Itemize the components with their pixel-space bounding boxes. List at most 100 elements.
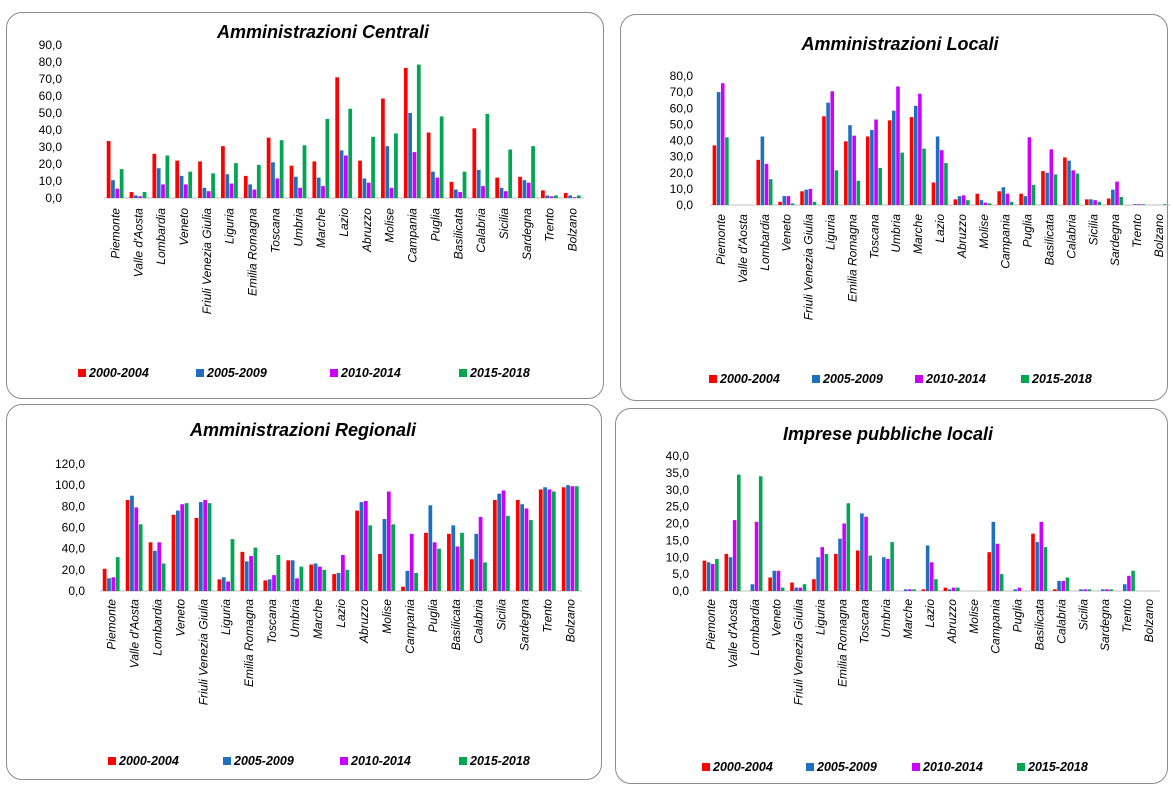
legend-label-regionali: 2000-2004 xyxy=(118,754,179,768)
bar-imprese-2000-2004 xyxy=(812,579,816,591)
bar-imprese-2010-2014 xyxy=(1105,589,1109,591)
x-category-label-centrali: Lombardia xyxy=(154,208,168,265)
x-category-label-locali: Toscana xyxy=(867,214,881,259)
bar-locali-2005-2009 xyxy=(782,196,787,205)
bar-regionali-2015-2018 xyxy=(276,555,281,591)
x-category-label-imprese: Sicilia xyxy=(1076,599,1090,631)
bar-regionali-2015-2018 xyxy=(138,524,143,591)
bar-centrali-2000-2004 xyxy=(426,132,431,198)
bar-imprese-2015-2018 xyxy=(934,579,938,591)
bar-regionali-2000-2004 xyxy=(332,574,337,591)
bar-regionali-2000-2004 xyxy=(217,579,222,591)
bar-regionali-2000-2004 xyxy=(355,510,359,591)
bar-locali-2010-2014 xyxy=(896,86,900,205)
bar-centrali-2005-2009 xyxy=(248,184,252,198)
bar-imprese-2000-2004 xyxy=(855,550,860,591)
legend-label-locali: 2015-2018 xyxy=(1031,372,1092,386)
x-category-label-regionali: Marche xyxy=(311,599,325,639)
bar-locali-2010-2014 xyxy=(852,135,856,205)
bar-centrali-2000-2004 xyxy=(518,176,522,198)
bar-regionali-2010-2014 xyxy=(501,490,506,591)
bar-regionali-2015-2018 xyxy=(115,557,120,591)
bar-locali-2005-2009 xyxy=(1023,196,1028,205)
bar-regionali-2000-2004 xyxy=(469,559,474,591)
bar-locali-2015-2018 xyxy=(1031,184,1036,205)
x-category-label-locali: Bolzano xyxy=(1152,214,1166,258)
bar-locali-2005-2009 xyxy=(1001,187,1006,205)
bar-regionali-2000-2004 xyxy=(309,564,314,591)
legend-swatch-regionali xyxy=(340,757,348,765)
bar-centrali-2005-2009 xyxy=(179,175,184,198)
bar-regionali-2015-2018 xyxy=(574,486,579,591)
bar-regionali-2000-2004 xyxy=(401,586,405,591)
x-category-label-regionali: Sicilia xyxy=(495,599,509,631)
bar-locali-2005-2009 xyxy=(760,136,765,205)
bar-imprese-2015-2018 xyxy=(802,584,807,591)
bar-centrali-2010-2014 xyxy=(344,155,348,198)
bar-centrali-2010-2014 xyxy=(275,178,280,198)
y-tick-label-locali: 60,0 xyxy=(670,101,694,115)
x-category-label-locali: Liguria xyxy=(823,214,837,250)
bar-regionali-2000-2004 xyxy=(515,499,520,591)
bar-regionali-2015-2018 xyxy=(184,503,189,591)
bar-imprese-2015-2018 xyxy=(1131,570,1135,591)
x-category-label-regionali: Campania xyxy=(403,599,417,654)
bar-centrali-2015-2018 xyxy=(279,140,284,198)
x-category-label-regionali: Toscana xyxy=(265,599,279,644)
x-category-label-regionali: Basilicata xyxy=(449,599,463,651)
bar-centrali-2005-2009 xyxy=(545,195,550,198)
y-tick-label-centrali: 60,0 xyxy=(39,89,63,103)
bar-regionali-2015-2018 xyxy=(161,563,166,591)
x-category-label-regionali: Sardegna xyxy=(518,599,532,651)
legend-label-regionali: 2015-2018 xyxy=(469,754,530,768)
bar-regionali-2000-2004 xyxy=(492,499,497,591)
bar-regionali-2005-2009 xyxy=(153,550,157,591)
bar-imprese-2015-2018 xyxy=(868,555,873,591)
x-category-label-regionali: Abruzzo xyxy=(357,599,371,644)
bar-regionali-2015-2018 xyxy=(414,573,418,591)
x-category-label-locali: Sardegna xyxy=(1108,214,1122,266)
y-tick-label-centrali: 50,0 xyxy=(39,106,63,120)
bar-locali-2015-2018 xyxy=(1119,196,1123,205)
bar-imprese-2005-2009 xyxy=(947,589,952,591)
bar-locali-2015-2018 xyxy=(1141,204,1145,205)
bar-centrali-2010-2014 xyxy=(138,196,143,198)
x-category-label-centrali: Liguria xyxy=(223,208,237,244)
legend-label-imprese: 2015-2018 xyxy=(1027,760,1088,774)
bar-imprese-2010-2014 xyxy=(886,558,890,591)
legend-label-imprese: 2005-2009 xyxy=(816,760,877,774)
bar-regionali-2010-2014 xyxy=(341,555,345,591)
x-category-label-centrali: Umbria xyxy=(291,208,305,247)
bar-locali-2010-2014 xyxy=(1137,204,1141,205)
bar-centrali-2015-2018 xyxy=(531,146,535,198)
bar-centrali-2015-2018 xyxy=(234,163,238,198)
x-category-label-locali: Lazio xyxy=(933,214,947,243)
bar-locali-2000-2004 xyxy=(1085,199,1089,205)
bar-locali-2015-2018 xyxy=(987,203,992,205)
bar-imprese-2005-2009 xyxy=(706,562,711,591)
bar-centrali-2010-2014 xyxy=(389,187,394,198)
bar-centrali-2010-2014 xyxy=(206,191,211,198)
chart-panel-imprese-pubbliche-locali xyxy=(615,408,1168,784)
bar-imprese-2005-2009 xyxy=(772,570,777,591)
legend-swatch-regionali xyxy=(223,757,231,765)
bar-centrali-2015-2018 xyxy=(302,145,307,198)
x-category-label-locali: Molise xyxy=(977,214,991,249)
legend-label-locali: 2005-2009 xyxy=(822,372,883,386)
bar-imprese-2005-2009 xyxy=(903,589,908,591)
chart-title-imprese: Imprese pubbliche locali xyxy=(783,424,994,444)
bar-regionali-2005-2009 xyxy=(221,577,226,591)
bar-locali-2010-2014 xyxy=(1071,170,1075,205)
x-category-label-locali: Basilicata xyxy=(1043,214,1057,266)
chart-title-centrali: Amministrazioni Centrali xyxy=(216,22,430,42)
bar-centrali-2005-2009 xyxy=(339,150,344,198)
x-category-label-centrali: Campania xyxy=(406,208,420,263)
legend-label-locali: 2000-2004 xyxy=(719,372,780,386)
bar-imprese-2000-2004 xyxy=(702,560,707,591)
bar-imprese-2005-2009 xyxy=(728,557,733,591)
x-category-label-centrali: Marche xyxy=(314,208,328,248)
bar-imprese-2015-2018 xyxy=(956,587,960,591)
bar-imprese-2010-2014 xyxy=(995,543,1000,591)
bar-regionali-2010-2014 xyxy=(478,516,483,591)
bar-centrali-2005-2009 xyxy=(271,162,275,198)
